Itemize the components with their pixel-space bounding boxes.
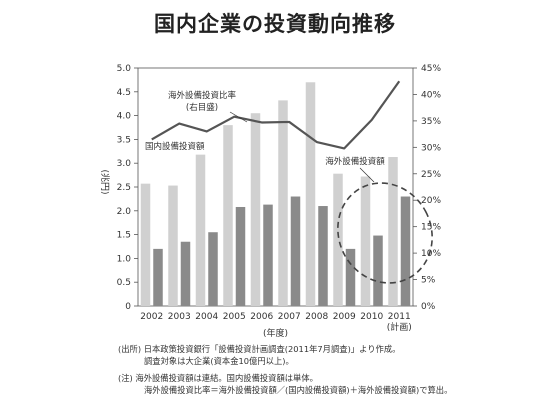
note-source: (出所) 日本政策投資銀行「設備投資計画調査(2011年7月調査)」より作成。 xyxy=(118,344,401,354)
label-overseas-ratio-sub: (右目盛) xyxy=(186,102,218,113)
y-tick-label: 4.5 xyxy=(117,88,131,98)
bar-overseas-2011 xyxy=(400,196,411,306)
y-tick-label: 0.5 xyxy=(117,278,131,288)
y2-tick-label: 40% xyxy=(421,90,441,100)
bar-domestic-2002 xyxy=(140,183,151,306)
y2-tick-label: 30% xyxy=(421,143,441,153)
bar-domestic-2006 xyxy=(250,113,261,306)
y-tick-label: 3.0 xyxy=(117,159,132,169)
y-tick-label: 1.5 xyxy=(117,231,131,241)
chart-title: 国内企業の投資動向推移 xyxy=(154,12,396,36)
x-tick-label: 2004 xyxy=(195,312,218,322)
bar-overseas-2003 xyxy=(180,241,191,306)
y2-tick-label: 45% xyxy=(421,64,441,74)
bar-domestic-2007 xyxy=(278,100,288,306)
y2-tick-label: 25% xyxy=(421,170,441,180)
bar-overseas-2005 xyxy=(235,206,246,306)
y2-tick-label: 35% xyxy=(421,117,441,127)
x-tick-label: 2011 xyxy=(388,312,411,322)
x-tick-sublabel: (計画) xyxy=(387,321,412,333)
x-tick-label: 2006 xyxy=(250,312,273,322)
plot-frame xyxy=(137,67,414,307)
bar-domestic-2004 xyxy=(195,154,206,306)
bar-overseas-2008 xyxy=(318,206,328,306)
source-notes: (出所) 日本政策投資銀行「設備投資計画調査(2011年7月調査)」より作成。 … xyxy=(118,343,452,396)
line-overseas-ratio xyxy=(151,80,401,150)
y-tick-label: 1.0 xyxy=(117,254,132,264)
bar-overseas-2002 xyxy=(153,248,163,306)
x-tick-label: 2009 xyxy=(333,312,356,322)
bar-overseas-2009 xyxy=(345,248,356,306)
y-tick-label: 2.5 xyxy=(117,183,131,193)
x-tick-label: 2007 xyxy=(278,312,301,322)
bar-domestic-2008 xyxy=(305,82,316,306)
y2-tick-label: 0% xyxy=(421,302,436,312)
x-tick-label: 2010 xyxy=(360,312,383,322)
y-tick-label: 4.0 xyxy=(117,112,132,122)
leader-overseas xyxy=(359,167,375,183)
label-overseas: 海外設備投資額 xyxy=(325,156,385,167)
leader-overseas-ratio xyxy=(229,111,248,123)
note-consolidation: (注) 海外設備投資額は連結。国内設備投資額は単体。 xyxy=(118,373,318,383)
bar-domestic-2010 xyxy=(360,176,371,306)
y-tick-label: 0 xyxy=(125,302,131,312)
bar-domestic-2005 xyxy=(223,125,233,307)
note-ratio-formula: 海外設備投資比率＝海外設備投資額／(国内設備投資額)＋海外設備投資額)で算出。 xyxy=(144,385,453,395)
label-overseas-ratio: 海外設備投資比率 xyxy=(168,90,237,101)
y-axis-label: (兆円) xyxy=(99,169,110,194)
y2-tick-label: 20% xyxy=(421,196,441,206)
bar-overseas-2010 xyxy=(373,235,383,306)
y-tick-label: 5.0 xyxy=(117,64,132,74)
bar-domestic-2011 xyxy=(388,157,398,306)
x-tick-label: 2002 xyxy=(140,312,163,322)
bar-overseas-2004 xyxy=(208,232,218,306)
y2-tick-label: 15% xyxy=(421,223,441,233)
bar-domestic-2003 xyxy=(168,185,178,306)
x-axis-label: (年度) xyxy=(263,327,288,339)
bar-domestic-2009 xyxy=(333,173,343,306)
y2-tick-label: 5% xyxy=(421,276,436,286)
highlight-ellipse xyxy=(337,182,433,284)
y2-tick-label: 10% xyxy=(421,249,441,259)
y-tick-label: 3.5 xyxy=(117,135,131,145)
x-tick-label: 2003 xyxy=(168,312,191,322)
label-domestic: 国内設備投資額 xyxy=(145,141,205,152)
note-survey-scope: 調査対象は大企業(資本金10億円以上)。 xyxy=(144,356,294,366)
bar-overseas-2007 xyxy=(290,196,301,306)
x-tick-label: 2005 xyxy=(223,312,246,322)
y-tick-label: 2.0 xyxy=(117,207,132,217)
x-tick-label: 2008 xyxy=(305,312,328,322)
bar-overseas-2006 xyxy=(263,204,273,306)
